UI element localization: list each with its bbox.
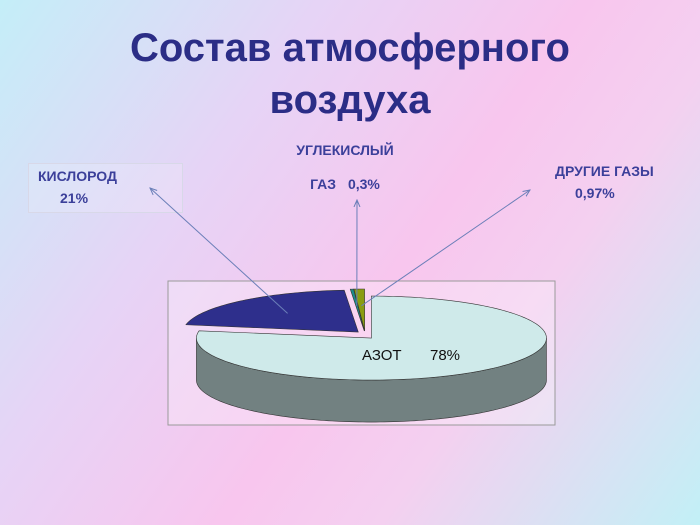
slice — [185, 289, 359, 333]
label: УГЛЕКИСЛЫЙ ГАЗ 0,3% — [285, 133, 405, 201]
chart-title: Состав атмосферного воздуха — [130, 26, 570, 122]
slice-category: ДРУГИЕ ГАЗЫ — [555, 163, 654, 179]
slice-category: УГЛЕКИСЛЫЙ ГАЗ — [296, 142, 394, 192]
value-label: 0,97% — [575, 185, 615, 201]
slice-category: КИСЛОРОД — [38, 168, 117, 184]
slice-category: АЗОТ — [362, 347, 402, 364]
value-label: 78% — [430, 347, 460, 364]
slice — [196, 295, 547, 381]
leader-line — [150, 188, 288, 314]
value-label: 0,3% — [347, 176, 380, 192]
leader-line — [361, 190, 530, 307]
value-label: 21% — [60, 190, 89, 206]
